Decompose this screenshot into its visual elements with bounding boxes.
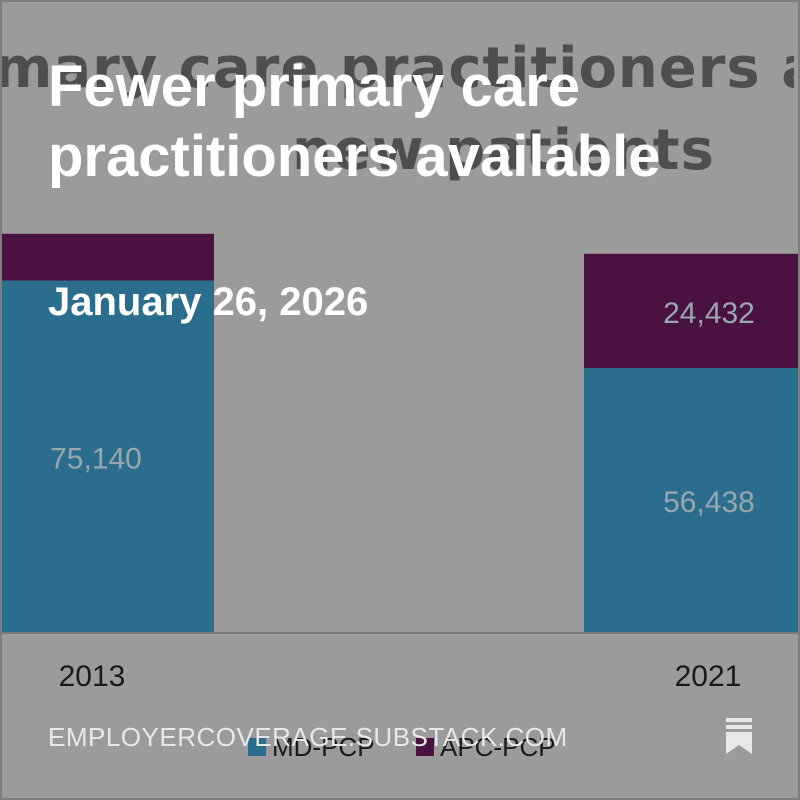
legend-label: MD-PCP <box>272 732 375 762</box>
site-url[interactable]: EMPLOYERCOVERAGE.SUBSTACK.COM <box>48 722 568 752</box>
legend-swatch <box>416 738 434 756</box>
post-date: January 26, 2026 <box>48 280 369 324</box>
data-label: 56,438 <box>663 486 755 519</box>
bar-apc-pcp-2021 <box>584 253 800 369</box>
data-label: 75,140 <box>50 442 142 475</box>
post-title[interactable]: Fewer primary care practitioners availab… <box>48 54 661 189</box>
x-tick-label: 2021 <box>675 660 742 693</box>
legend-swatch <box>248 738 266 756</box>
legend-label: APC-PCP <box>440 732 556 762</box>
bar-md-pcp-2013 <box>0 280 214 632</box>
chart-title-line-2: new patients <box>292 118 715 183</box>
bar-apc-pcp-2013 <box>0 233 214 281</box>
data-label: 24,432 <box>663 297 755 330</box>
x-tick-label: 2013 <box>59 660 126 693</box>
bookmark-icon[interactable] <box>724 718 754 754</box>
bar-md-pcp-2021 <box>584 368 800 632</box>
chart-title-line-1: mary care practitioners accep <box>0 36 794 101</box>
